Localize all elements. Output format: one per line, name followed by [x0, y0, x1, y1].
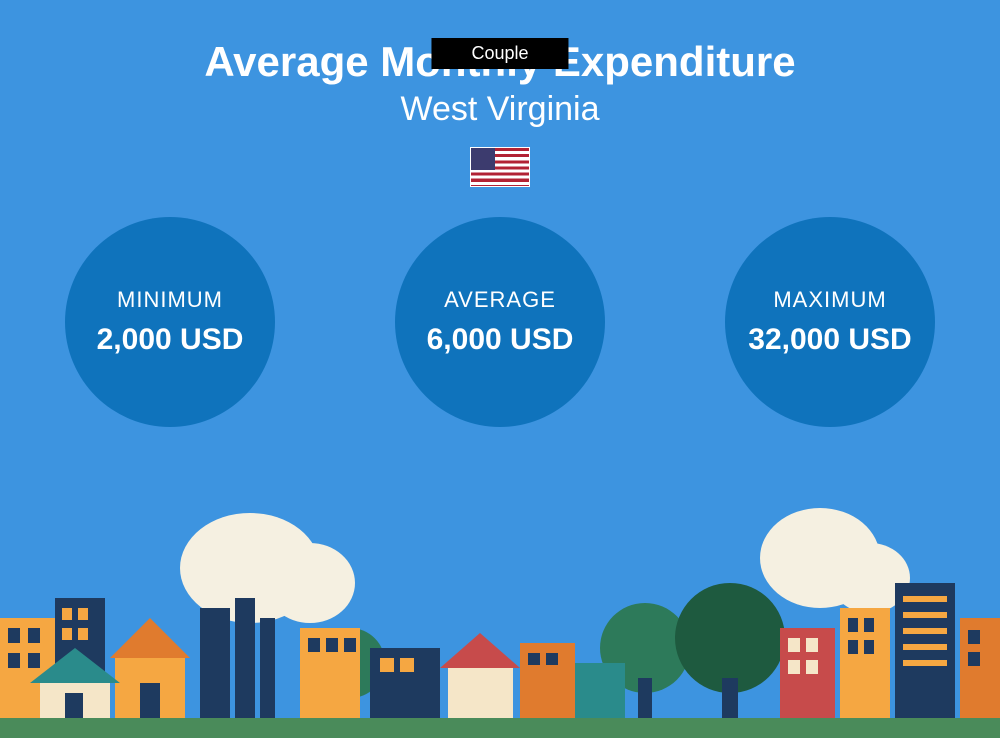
- stat-maximum: MAXIMUM 32,000 USD: [725, 217, 935, 427]
- us-flag-icon: [470, 147, 530, 187]
- stat-value: 32,000 USD: [748, 323, 911, 357]
- badge-text: Couple: [471, 43, 528, 63]
- category-badge: Couple: [431, 38, 568, 69]
- stat-value: 6,000 USD: [427, 323, 574, 357]
- stat-label: AVERAGE: [444, 287, 556, 313]
- stat-average: AVERAGE 6,000 USD: [395, 217, 605, 427]
- stat-value: 2,000 USD: [97, 323, 244, 357]
- stat-minimum: MINIMUM 2,000 USD: [65, 217, 275, 427]
- stat-label: MAXIMUM: [773, 287, 886, 313]
- page-subtitle: West Virginia: [0, 90, 1000, 129]
- stats-row: MINIMUM 2,000 USD AVERAGE 6,000 USD MAXI…: [0, 217, 1000, 427]
- stat-label: MINIMUM: [117, 287, 223, 313]
- cityscape-illustration: [0, 508, 1000, 738]
